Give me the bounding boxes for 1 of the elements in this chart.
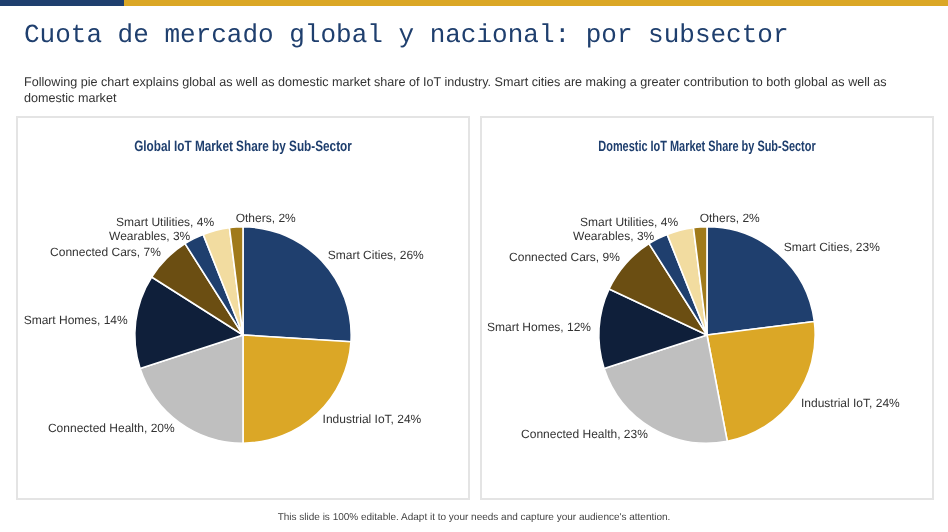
text: Cuota de mercado global y nacional: por subsector bbox=[24, 20, 789, 50]
